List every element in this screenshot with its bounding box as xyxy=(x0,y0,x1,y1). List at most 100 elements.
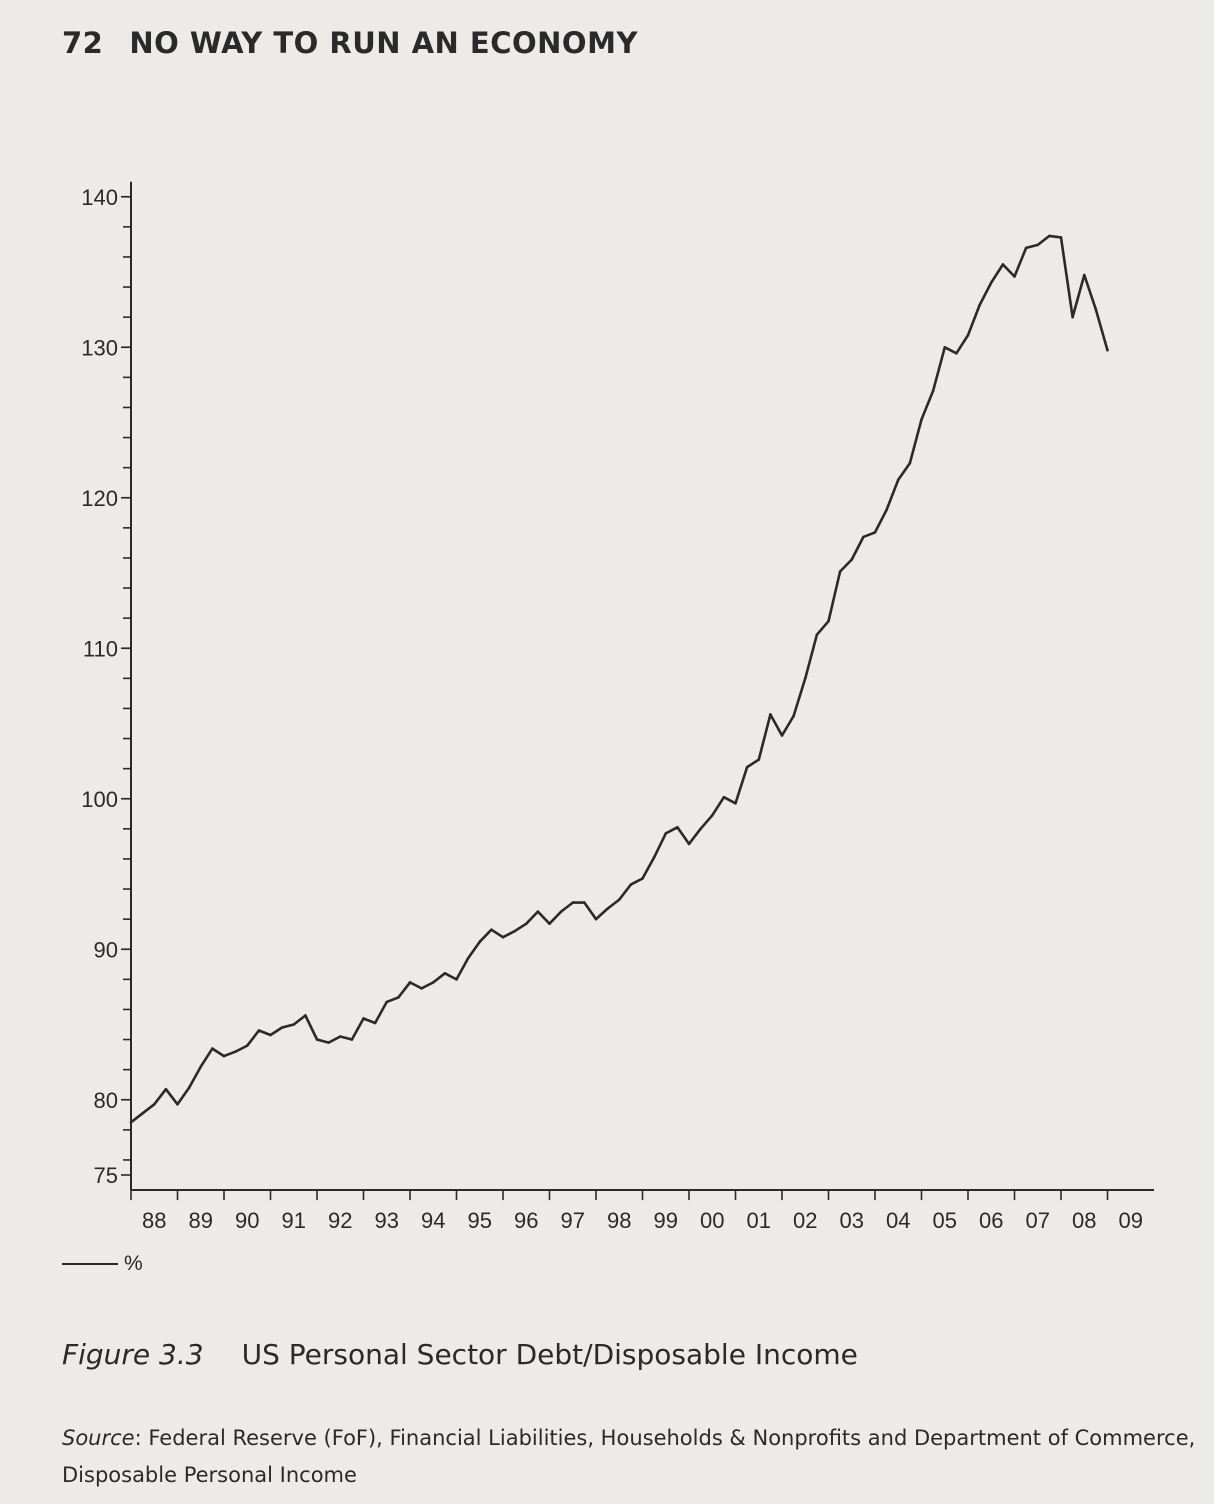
x-tick-label: 01 xyxy=(747,1208,771,1233)
data-point xyxy=(1106,348,1109,352)
data-point xyxy=(431,981,435,984)
data-point xyxy=(455,978,458,981)
legend-label: % xyxy=(124,1252,143,1275)
data-point xyxy=(838,570,842,573)
book-title: NO WAY TO RUN AN ECONOMY xyxy=(129,26,638,60)
data-point xyxy=(292,1023,296,1026)
data-point xyxy=(931,389,935,393)
data-point xyxy=(245,1044,249,1047)
x-tick-label: 00 xyxy=(700,1208,724,1233)
data-point xyxy=(710,814,714,817)
data-point xyxy=(1082,273,1086,277)
data-point xyxy=(187,1086,191,1090)
data-point xyxy=(1036,243,1040,247)
x-tick-label: 96 xyxy=(514,1208,538,1233)
data-point xyxy=(211,1047,214,1050)
data-point xyxy=(466,956,470,960)
data-point xyxy=(1059,236,1063,239)
x-tick-label: 94 xyxy=(421,1208,445,1233)
data-point xyxy=(769,713,772,716)
data-point xyxy=(559,910,563,913)
data-point xyxy=(152,1102,156,1106)
data-point xyxy=(815,633,819,637)
data-point xyxy=(896,478,900,481)
data-point xyxy=(583,901,586,904)
source-text: : Federal Reserve (FoF), Financial Liabi… xyxy=(62,1426,1196,1487)
data-point xyxy=(966,333,970,337)
x-tick-label: 88 xyxy=(142,1208,166,1233)
x-tick-label: 98 xyxy=(607,1208,631,1233)
data-point xyxy=(362,1017,365,1020)
data-point xyxy=(478,940,482,944)
data-point xyxy=(606,907,609,910)
legend-line-swatch xyxy=(62,1263,118,1265)
y-tick-label: 80 xyxy=(94,1088,118,1113)
running-header: 72 NO WAY TO RUN AN ECONOMY xyxy=(62,26,638,60)
series-line xyxy=(130,234,1109,1124)
data-point xyxy=(164,1087,168,1091)
data-point xyxy=(304,1014,307,1017)
figure-title: US Personal Sector Debt/Disposable Incom… xyxy=(241,1338,858,1371)
x-tick-label: 97 xyxy=(561,1208,585,1233)
page-number: 72 xyxy=(62,26,104,60)
data-point xyxy=(594,917,598,921)
data-point xyxy=(1094,308,1098,311)
x-tick-label: 92 xyxy=(328,1208,352,1233)
source-label: Source xyxy=(62,1426,135,1450)
x-tick-label: 04 xyxy=(886,1208,910,1233)
data-point xyxy=(652,856,656,859)
data-point xyxy=(524,922,528,925)
data-point xyxy=(803,677,807,680)
y-tick-label: 110 xyxy=(83,636,118,661)
axes xyxy=(130,181,1154,1192)
x-tick-label: 08 xyxy=(1072,1208,1096,1233)
data-point xyxy=(617,898,621,901)
y-axis-ticks: 75 80 90 100 110 120 130 140 xyxy=(81,185,131,1188)
x-tick-label: 90 xyxy=(235,1208,259,1233)
figure-caption: Figure 3.3 US Personal Sector Debt/Dispos… xyxy=(62,1338,858,1371)
y-tick-label: 120 xyxy=(81,486,118,511)
data-point xyxy=(327,1041,330,1044)
data-point xyxy=(501,935,505,939)
data-point xyxy=(920,418,923,421)
figure-source: Source: Federal Reserve (FoF), Financial… xyxy=(62,1420,1202,1494)
data-points xyxy=(129,234,1109,1124)
data-point xyxy=(141,1111,144,1115)
data-point xyxy=(641,877,644,880)
data-point xyxy=(385,1000,389,1004)
y-tick-label: 140 xyxy=(81,185,118,210)
data-point xyxy=(350,1038,354,1041)
data-point xyxy=(699,827,702,831)
data-point xyxy=(978,303,981,307)
data-point xyxy=(850,558,854,561)
data-point xyxy=(862,535,865,539)
y-tick-label: 75 xyxy=(94,1163,118,1188)
data-point xyxy=(443,972,447,975)
data-point xyxy=(722,795,726,799)
data-point xyxy=(989,281,993,284)
x-tick-label: 95 xyxy=(468,1208,492,1233)
data-point xyxy=(176,1102,179,1106)
data-point xyxy=(548,922,551,925)
x-tick-label: 03 xyxy=(840,1208,864,1233)
x-tick-label: 89 xyxy=(189,1208,213,1233)
data-point xyxy=(1001,263,1005,266)
y-tick-label: 130 xyxy=(81,335,118,360)
data-point xyxy=(257,1029,261,1032)
data-point xyxy=(629,883,633,886)
data-point xyxy=(908,461,912,465)
x-tick-label: 07 xyxy=(1026,1208,1050,1233)
data-point xyxy=(1048,234,1051,238)
y-tick-label: 90 xyxy=(94,937,118,962)
data-point xyxy=(664,832,668,835)
data-point xyxy=(955,351,958,355)
x-tick-label: 06 xyxy=(979,1208,1003,1233)
data-point xyxy=(1071,315,1074,319)
data-point xyxy=(490,928,493,931)
data-point xyxy=(885,508,888,512)
x-tick-label: 91 xyxy=(282,1208,306,1233)
data-point xyxy=(536,910,540,913)
data-point xyxy=(269,1033,272,1037)
data-point xyxy=(780,734,784,737)
